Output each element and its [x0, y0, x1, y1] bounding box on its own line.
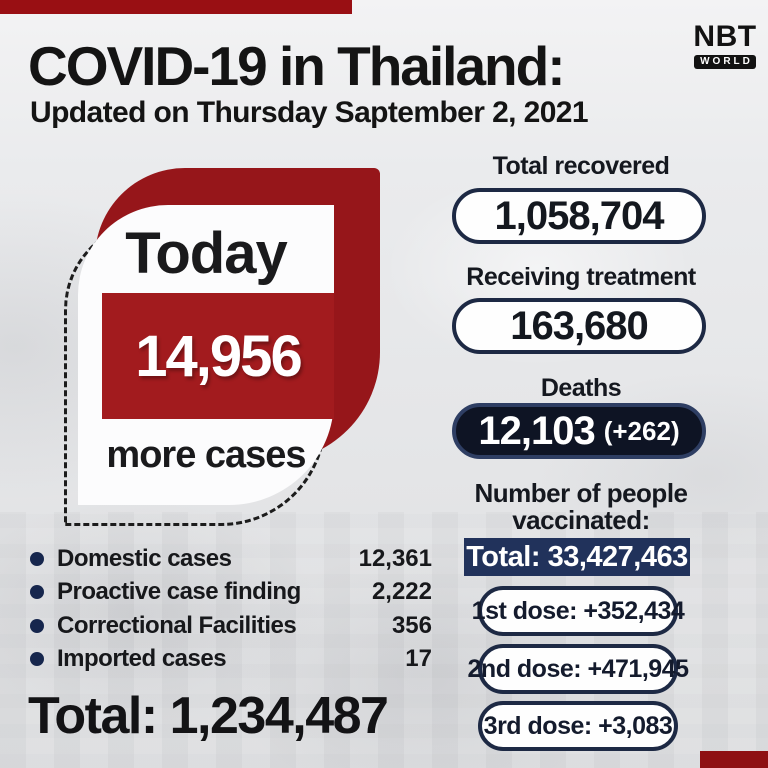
top-red-bar — [0, 0, 352, 14]
deaths-heading: Deaths — [540, 374, 622, 402]
bullet-icon — [30, 618, 44, 633]
total-recovered-heading: Total recovered — [492, 152, 670, 180]
breakdown-label: Imported cases — [57, 645, 227, 673]
list-item: Imported cases 17 — [30, 643, 432, 677]
today-value-box: 14,956 — [102, 293, 334, 419]
today-label: Today — [125, 221, 288, 286]
second-dose-pill: 2nd dose: +471,945 — [468, 644, 689, 694]
list-item: Domestic cases 12,361 — [30, 542, 432, 576]
deaths-delta: (+262) — [603, 415, 680, 446]
today-cases-card: Today 14,956 more cases — [60, 160, 395, 528]
bottom-red-bar — [700, 751, 768, 768]
bullet-icon — [30, 585, 44, 600]
breakdown-value: 17 — [405, 645, 432, 673]
receiving-treatment-heading: Receiving treatment — [466, 263, 696, 291]
bullet-icon — [30, 551, 44, 566]
nbt-world-logo: NBT WORLD — [686, 22, 764, 69]
breakdown-value: 356 — [391, 611, 432, 639]
breakdown-label: Correctional Facilities — [57, 611, 297, 639]
breakdown-label: Proactive case finding — [57, 578, 301, 606]
page-subtitle: Updated on Thursday Saptember 2, 2021 — [30, 96, 589, 129]
case-breakdown-list: Domestic cases 12,361 Proactive case fin… — [30, 542, 432, 676]
deaths-pill: 12,103 (+262) — [452, 403, 706, 459]
total-recovered-value: 1,058,704 — [494, 193, 665, 238]
receiving-treatment-value: 163,680 — [510, 303, 649, 348]
list-item: Correctional Facilities 356 — [30, 609, 432, 643]
logo-sub-text: WORLD — [694, 55, 756, 69]
breakdown-label: Domestic cases — [57, 544, 232, 572]
page-title: COVID-19 in Thailand: — [28, 35, 566, 97]
receiving-treatment-pill: 163,680 — [452, 298, 706, 354]
vaccinated-heading: Number of people vaccinated: — [448, 480, 714, 534]
today-new-cases-value: 14,956 — [135, 323, 302, 389]
breakdown-value: 12,361 — [358, 544, 432, 572]
vaccinated-heading-line2: vaccinated: — [512, 505, 650, 535]
third-dose-pill: 3rd dose: +3,083 — [478, 701, 678, 751]
list-item: Proactive case finding 2,222 — [30, 576, 432, 610]
grand-total: Total: 1,234,487 — [28, 687, 389, 745]
deaths-value: 12,103 — [478, 408, 595, 453]
vaccinated-heading-line1: Number of people — [474, 478, 688, 508]
vaccinated-total-box: Total: 33,427,463 — [464, 538, 690, 576]
logo-main-text: NBT — [693, 20, 757, 53]
today-caption: more cases — [106, 434, 306, 476]
first-dose-pill: 1st dose: +352,434 — [472, 586, 685, 636]
bullet-icon — [30, 652, 44, 667]
breakdown-value: 2,222 — [371, 578, 432, 606]
total-recovered-pill: 1,058,704 — [452, 188, 706, 244]
